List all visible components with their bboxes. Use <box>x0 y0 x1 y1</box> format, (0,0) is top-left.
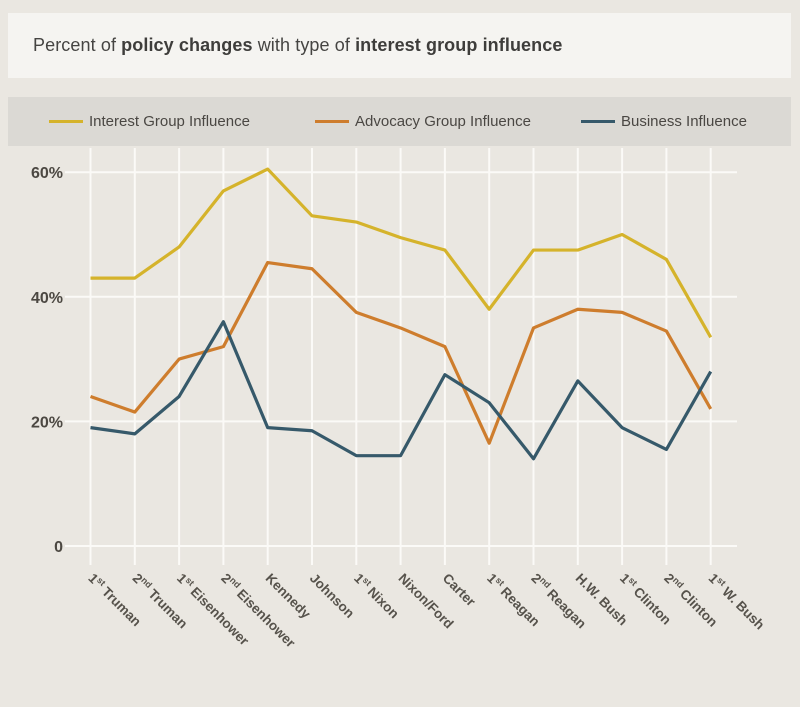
legend-label: Advocacy Group Influence <box>355 113 531 130</box>
y-axis-tick-label: 0 <box>54 539 63 556</box>
president-name: Nixon <box>362 581 402 621</box>
series-line-advocacy-group-influence <box>89 260 713 445</box>
x-axis-tick-label: 2nd Eisenhower <box>218 570 299 651</box>
chart-title: Percent of policy changes with type of i… <box>33 35 563 56</box>
y-axis-tick-label: 60% <box>31 165 63 182</box>
legend: Interest Group Influence Advocacy Group I… <box>8 97 791 146</box>
president-name: Truman <box>143 584 191 632</box>
president-name: Reagan <box>541 584 589 632</box>
horizontal-gridlines <box>65 171 737 547</box>
y-axis-tick-label: 20% <box>31 414 63 431</box>
legend-item-interest-group-influence: Interest Group Influence <box>49 97 250 146</box>
president-name: Truman <box>96 581 144 629</box>
title-segment: policy changes <box>121 35 253 55</box>
vertical-gridlines <box>89 148 712 565</box>
x-axis-tick-label: Johnson <box>307 571 357 621</box>
legend-label: Interest Group Influence <box>89 113 250 130</box>
title-segment: Percent of <box>33 35 122 55</box>
chart-area: 0 20% 40% 60% 1st Truman 2nd Truman 1st Eisenh… <box>0 146 800 707</box>
x-axis-tick-label: 1st Nixon <box>351 570 402 621</box>
legend-line-swatch <box>581 119 615 124</box>
legend-item-business-influence: Business Influence <box>581 97 747 146</box>
x-axis-tick-label: Carter <box>440 571 479 610</box>
y-axis-labels: 0 20% 40% 60% <box>31 165 63 556</box>
president-name: Clinton <box>674 584 720 630</box>
title-segment: with type of <box>252 35 356 55</box>
legend-item-advocacy-group-influence: Advocacy Group Influence <box>315 97 531 146</box>
title-band: Percent of policy changes with type of i… <box>8 13 791 78</box>
series-line-interest-group-influence <box>90 167 713 339</box>
legend-line-swatch <box>49 119 83 124</box>
president-name: W. Bush <box>717 581 768 632</box>
y-axis-tick-label: 40% <box>31 290 63 307</box>
president-name: Clinton <box>628 581 674 627</box>
legend-label: Business Influence <box>621 113 747 130</box>
series-line-business-influence <box>90 320 713 461</box>
title-segment: interest group influence <box>355 35 563 55</box>
president-name: Reagan <box>495 581 543 629</box>
legend-line-swatch <box>315 119 349 124</box>
